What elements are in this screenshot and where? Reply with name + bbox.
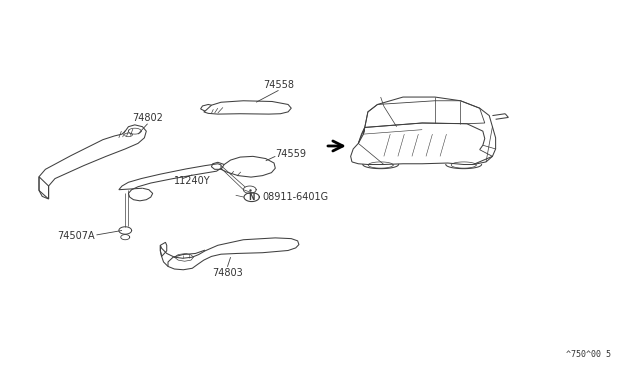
Text: 74558: 74558 bbox=[263, 80, 294, 90]
Text: 74559: 74559 bbox=[275, 150, 307, 160]
Text: ^750^00 5: ^750^00 5 bbox=[566, 350, 611, 359]
Text: 08911-6401G: 08911-6401G bbox=[262, 192, 329, 202]
Text: N: N bbox=[248, 193, 255, 202]
Text: 74803: 74803 bbox=[212, 267, 243, 278]
Text: 74507A: 74507A bbox=[58, 231, 95, 241]
Text: 11240Y: 11240Y bbox=[174, 176, 211, 186]
Text: 74802: 74802 bbox=[132, 113, 163, 123]
